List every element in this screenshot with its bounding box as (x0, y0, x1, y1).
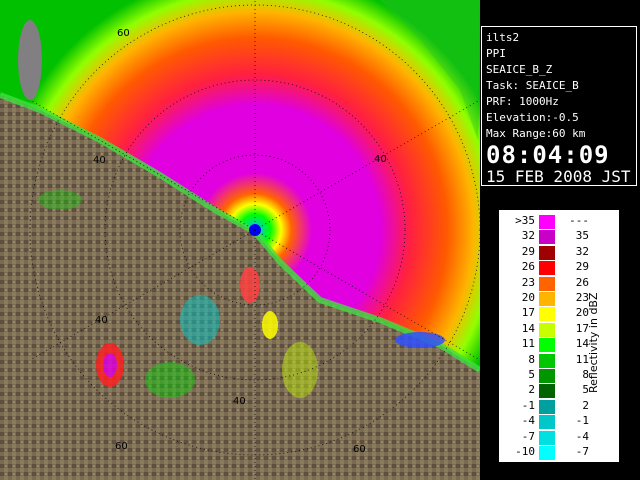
azimuth-spokes (29, 0, 480, 480)
site-name: ilts2 (486, 31, 520, 44)
legend-lower-bound: 2 (528, 383, 535, 397)
legend-upper-bound: 23 (575, 291, 589, 304)
legend-upper-bound: 29 (575, 260, 589, 274)
legend-lower-bound: -1 (521, 398, 535, 412)
ring-label: 60 (115, 441, 128, 452)
legend-upper-bound: 5 (582, 383, 589, 397)
legend-swatch (539, 338, 555, 353)
legend-lower-bound: 14 (521, 321, 535, 335)
range-rings (29, 4, 480, 456)
legend-swatch (539, 415, 555, 430)
legend-lower-bound: -4 (521, 414, 535, 428)
legend-swatch (539, 276, 555, 291)
legend-swatch (539, 230, 555, 245)
legend-row: 29 32 (499, 245, 619, 261)
legend-upper-bound: 8 (582, 368, 589, 381)
ring-label: 40 (95, 315, 108, 326)
radar-ppi-display: 60 40 40 40 40 60 60 (0, 0, 480, 480)
legend-row: 14 17 (499, 322, 619, 338)
legend-lower-bound: 29 (521, 244, 535, 258)
legend-upper-bound: 32 (575, 244, 589, 258)
legend-upper-bound: 11 (575, 352, 589, 366)
legend-swatch (539, 307, 555, 322)
ring-label: 40 (93, 155, 106, 166)
legend-upper-bound: 14 (575, 337, 589, 351)
legend-row: -10 -7 (499, 445, 619, 461)
legend-upper-bound: -7 (575, 445, 589, 458)
legend-lower-bound: -10 (515, 445, 535, 458)
legend-row: -1 2 (499, 399, 619, 415)
legend-swatch (539, 384, 555, 399)
legend-row: 32 35 (499, 229, 619, 245)
legend-row: 23 26 (499, 276, 619, 292)
legend-row: 20 23 (499, 291, 619, 307)
legend-upper-bound: 26 (575, 275, 589, 289)
legend-row: 8 11 (499, 353, 619, 369)
legend-row: -4 -1 (499, 414, 619, 430)
legend-swatch (539, 215, 555, 229)
legend-lower-bound: 17 (521, 306, 535, 320)
land-echo-cells (18, 20, 445, 398)
legend-swatch (539, 245, 555, 260)
legend-lower-bound: 20 (521, 291, 535, 304)
ring-label: 60 (353, 444, 366, 455)
legend-upper-bound: 20 (575, 306, 589, 320)
ring-label: 60 (117, 28, 130, 39)
prf-value: PRF: 1000Hz (486, 95, 559, 108)
legend-swatch (539, 261, 555, 276)
echo-rim (20, 0, 480, 140)
legend-upper-bound: -1 (575, 414, 589, 428)
legend-swatch (539, 353, 555, 368)
legend-lower-bound: 5 (528, 368, 535, 381)
task-name: Task: SEAICE_B (486, 79, 579, 92)
product-name: SEAICE_B_Z (486, 63, 553, 76)
legend-lower-bound: >35 (515, 214, 535, 227)
legend-swatch (539, 369, 555, 383)
legend-lower-bound: 8 (528, 352, 535, 366)
legend-row: >35 --- (499, 214, 619, 230)
legend-upper-bound: --- (569, 214, 589, 227)
legend-lower-bound: 26 (521, 260, 535, 274)
legend-row: 11 14 (499, 337, 619, 353)
legend-lower-bound: 32 (521, 229, 535, 243)
scan-time: 08:04:09 (486, 141, 610, 169)
legend-lower-bound: 23 (521, 275, 535, 289)
max-range-value: Max Range:60 km (486, 127, 586, 140)
legend-row: 17 20 (499, 306, 619, 322)
scan-type: PPI (486, 47, 506, 60)
legend-row: -7 -4 (499, 430, 619, 446)
land-clutter-region (0, 95, 480, 480)
legend-swatch (539, 399, 555, 414)
scan-info-panel: ilts2 PPI SEAICE_B_Z Task: SEAICE_B PRF:… (481, 26, 637, 186)
legend-upper-bound: 2 (582, 398, 589, 412)
legend-unit-label: Reflectivity in dBZ (587, 292, 600, 393)
legend-swatch (539, 292, 555, 306)
legend-upper-bound: 17 (575, 321, 589, 335)
ring-label: 40 (233, 396, 246, 407)
scan-date: 15 FEB 2008 JST (486, 167, 631, 186)
elevation-value: Elevation:-0.5 (486, 111, 579, 124)
legend-lower-bound: 11 (521, 337, 535, 351)
sea-ice-echo-region (0, 0, 480, 370)
reflectivity-legend: >35 --- 32 35 29 32 26 29 23 26 20 23 17 20 14 17 11 14 8 1… (499, 210, 619, 462)
legend-upper-bound: -4 (575, 429, 589, 443)
legend-swatch (539, 322, 555, 337)
legend-swatch (539, 446, 555, 460)
legend-swatch (539, 430, 555, 445)
legend-row: 26 29 (499, 260, 619, 276)
legend-lower-bound: -7 (521, 429, 535, 443)
ring-label: 40 (374, 154, 387, 165)
legend-upper-bound: 35 (575, 229, 589, 243)
